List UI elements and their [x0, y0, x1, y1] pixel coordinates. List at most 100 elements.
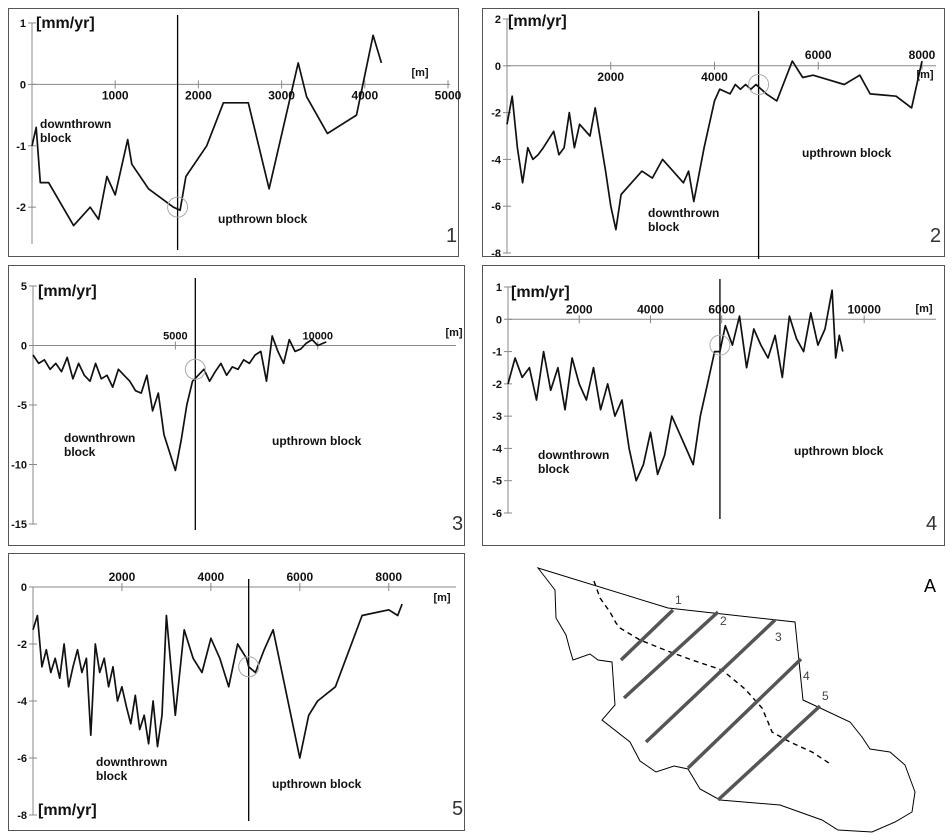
x-tick-label: 10000: [302, 331, 333, 343]
upthrown-block-label: upthrown block: [272, 777, 362, 791]
upthrown-block-label: upthrown block: [802, 146, 892, 160]
profile-panel-3: 5 0 -5 -10 -15 5000 10000 [mm/yr] [m] downthrown b…: [8, 265, 465, 546]
downthrown-block-label: downthrown block: [96, 755, 167, 783]
y-tick-label: 2: [495, 14, 501, 26]
downthrown-block-label: downthrown block: [648, 206, 719, 234]
y-axis-title: [mm/yr]: [508, 13, 567, 30]
x-tick-label: 4000: [637, 302, 664, 316]
fault-intersection-marker: [709, 334, 731, 356]
velocity-series-line: [32, 335, 327, 472]
y-tick-label: 0: [21, 582, 27, 594]
profile-line-2: [622, 610, 720, 700]
y-tick-label: -6: [17, 753, 27, 765]
x-tick-label: 2000: [185, 88, 212, 102]
y-tick-label: 0: [496, 314, 502, 326]
y-tick-label: -5: [17, 400, 27, 412]
panel-frame: [482, 8, 945, 257]
y-tick-label: -3: [492, 411, 502, 423]
x-tick-label: 10000: [848, 302, 882, 316]
y-tick-label: 0: [21, 341, 27, 353]
map-label-3: 3: [775, 630, 782, 644]
x-tick-label: 3000: [268, 88, 295, 102]
x-axis-unit: [m]: [411, 67, 428, 79]
panel-frame: [482, 265, 945, 546]
y-tick-label: -6: [491, 201, 501, 213]
downthrown-block-label: downthrown block: [64, 431, 135, 459]
x-tick-label: 1000: [102, 88, 129, 102]
x-tick-label: 4000: [351, 88, 378, 102]
panel-number: 4: [926, 513, 937, 535]
y-tick-label: -1: [492, 347, 502, 359]
downthrown-block-label: downthrown block: [538, 448, 609, 476]
x-tick-label: 6000: [286, 570, 313, 584]
x-axis-unit: [m]: [445, 327, 462, 339]
y-axis-title: [mm/yr]: [36, 15, 95, 32]
y-tick-label: -2: [492, 379, 502, 391]
y-tick-label: -10: [11, 460, 27, 472]
map-panel-letter: A: [924, 576, 936, 596]
profile-line-1: [619, 608, 675, 662]
y-tick-label: -5: [492, 476, 502, 488]
panel-frame: [8, 553, 465, 831]
y-tick-label: -4: [491, 154, 502, 166]
profile-line-3: [644, 618, 777, 744]
y-axis-title: [mm/yr]: [511, 284, 570, 301]
y-axis-title: [mm/yr]: [38, 802, 97, 819]
map-label-4: 4: [803, 669, 810, 683]
upthrown-block-label: upthrown block: [272, 434, 362, 448]
x-tick-label: 8000: [375, 570, 402, 584]
y-tick-label: -15: [11, 519, 27, 531]
profile-panel-2: 2 0 -2 -4 -6 -8 2000 4000 6000 8000 [mm/yr] [m] down…: [482, 8, 945, 260]
velocity-series-line: [32, 603, 403, 759]
fault-intersection-marker: [167, 196, 189, 218]
x-tick-label: 5000: [163, 331, 187, 343]
y-tick-label: -8: [491, 248, 501, 260]
x-tick-label: 4000: [701, 70, 728, 84]
y-tick-label: -2: [17, 639, 27, 651]
panel-frame: [8, 265, 465, 546]
map-label-5: 5: [822, 689, 829, 703]
velocity-series-line: [507, 289, 844, 482]
profile-panel-4: 1 0 -1 -2 -3 -4 -5 -6 2000 4000 6000 10000 [mm/yr] [m…: [482, 265, 945, 546]
velocity-series-line: [31, 34, 383, 227]
y-axis-title: [mm/yr]: [38, 283, 97, 300]
x-tick-label: 8000: [909, 48, 936, 62]
x-tick-label: 5000: [435, 88, 462, 102]
x-axis-unit: [m]: [915, 303, 932, 315]
x-tick-label: 2000: [566, 302, 593, 316]
fault-intersection-marker: [184, 358, 206, 380]
panel-number: 3: [452, 513, 463, 535]
profile-panel-5: 0 -2 -4 -6 -8 2000 4000 6000 8000 [mm/yr] [m] downt…: [8, 553, 465, 831]
panel-number: 5: [452, 798, 463, 820]
y-tick-label: 0: [20, 79, 26, 91]
x-tick-label: 6000: [805, 48, 832, 62]
y-tick-label: -8: [17, 810, 27, 822]
y-tick-label: -2: [491, 108, 501, 120]
fault-intersection-marker: [238, 656, 260, 678]
fault-map: 1 2 3 4 5 A: [536, 567, 936, 833]
x-tick-label: 6000: [708, 302, 735, 316]
x-axis-unit: [m]: [433, 592, 450, 604]
y-tick-label: 5: [21, 281, 27, 293]
y-tick-label: -4: [492, 443, 503, 455]
map-label-1: 1: [675, 593, 682, 607]
upthrown-block-label: upthrown block: [794, 444, 884, 458]
y-tick-label: -2: [16, 202, 26, 214]
x-tick-label: 2000: [109, 570, 136, 584]
fault-trace: [593, 580, 833, 766]
downthrown-block-label: downthrown block: [40, 117, 111, 145]
profile-line-5: [716, 704, 822, 802]
velocity-series-line: [506, 60, 923, 231]
x-tick-label: 4000: [198, 570, 225, 584]
x-tick-label: 2000: [597, 70, 624, 84]
y-tick-label: -6: [492, 508, 502, 520]
profile-line-4: [686, 657, 803, 770]
panel-number: 1: [446, 225, 457, 247]
y-tick-label: 1: [20, 18, 26, 30]
panel-number: 2: [930, 225, 941, 247]
y-tick-label: 1: [496, 282, 502, 294]
y-tick-label: -1: [16, 141, 26, 153]
y-tick-label: 0: [495, 61, 501, 73]
